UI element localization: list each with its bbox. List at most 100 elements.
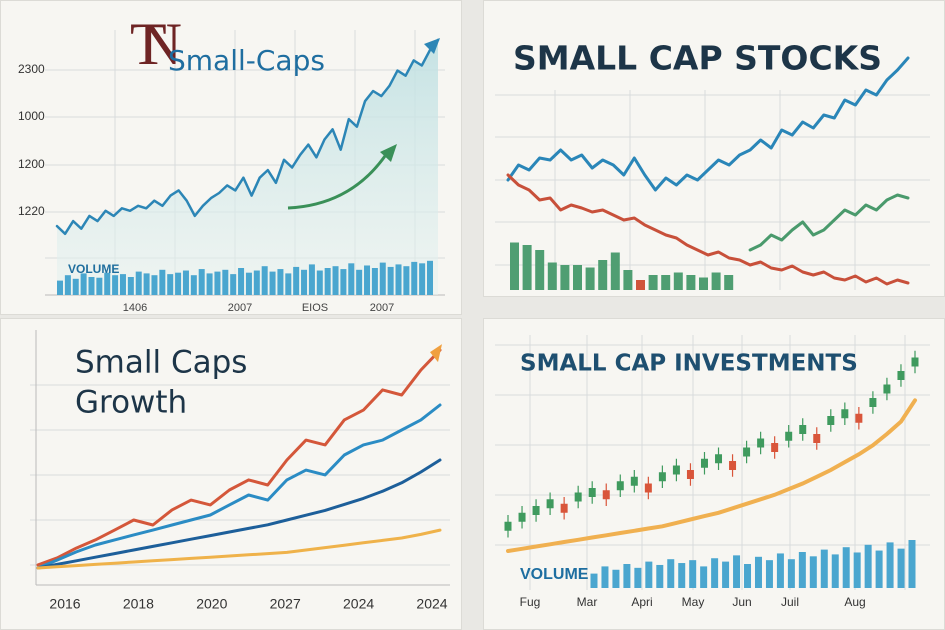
x-tick-label: 2007 bbox=[370, 302, 394, 314]
candle-body bbox=[729, 461, 737, 470]
bar bbox=[510, 242, 519, 290]
volume-bar bbox=[190, 275, 197, 295]
volume-bar bbox=[403, 266, 410, 295]
bar bbox=[585, 267, 595, 290]
y-tick-label: 1200 bbox=[18, 157, 45, 171]
volume-bar bbox=[222, 269, 229, 295]
x-tick-label: Aug bbox=[844, 595, 865, 609]
candle-body bbox=[869, 398, 877, 407]
candle-body bbox=[799, 425, 807, 434]
bar bbox=[573, 265, 582, 290]
x-tick-label: Fug bbox=[520, 595, 541, 609]
volume-bar bbox=[277, 269, 284, 295]
volume-bar bbox=[261, 266, 268, 295]
volume-bar bbox=[316, 270, 323, 295]
volume-bar bbox=[332, 266, 339, 295]
volume-bar bbox=[395, 264, 402, 295]
volume-bar bbox=[427, 260, 433, 295]
x-tick-label: 2020 bbox=[196, 596, 227, 612]
candle-body bbox=[644, 483, 652, 493]
volume-bar bbox=[722, 561, 730, 588]
volume-bar bbox=[754, 556, 762, 588]
volume-bar bbox=[214, 271, 221, 295]
x-tick-label: Juil bbox=[781, 595, 799, 609]
candle-body bbox=[532, 506, 540, 515]
volume-bar bbox=[57, 280, 63, 295]
x-tick-label: Jun bbox=[732, 595, 751, 609]
volume-bar bbox=[853, 552, 861, 588]
chart-title: SMALL CAP INVESTMENTS bbox=[520, 351, 858, 377]
volume-bar bbox=[238, 268, 245, 295]
volume-bar bbox=[623, 564, 631, 588]
chart-title: SMALL CAP STOCKS bbox=[513, 39, 882, 78]
volume-label: VOLUME bbox=[68, 262, 119, 276]
volume-bar bbox=[285, 273, 292, 295]
arrowhead bbox=[430, 344, 442, 363]
candle-body bbox=[700, 458, 708, 468]
volume-bar bbox=[831, 554, 839, 588]
candle-body bbox=[630, 476, 638, 486]
volume-bar bbox=[787, 559, 795, 588]
bar bbox=[673, 272, 683, 290]
volume-bar bbox=[230, 274, 237, 295]
volume-bar bbox=[245, 272, 252, 295]
candle-body bbox=[518, 512, 526, 522]
volume-bar bbox=[112, 275, 119, 295]
volume-bar bbox=[864, 544, 872, 588]
x-tick-label: Apri bbox=[631, 595, 652, 609]
volume-bar bbox=[167, 274, 174, 295]
volume-bar bbox=[809, 556, 817, 588]
x-tick-label: 2024 bbox=[343, 596, 374, 612]
x-tick-label: 2027 bbox=[270, 596, 301, 612]
candle-body bbox=[897, 371, 905, 380]
volume-bar bbox=[700, 566, 708, 588]
candle-body bbox=[602, 490, 610, 500]
candle-body bbox=[658, 472, 666, 482]
candle-body bbox=[715, 454, 723, 464]
panel bbox=[0, 318, 462, 630]
volume-bar bbox=[387, 266, 394, 295]
volume-bar bbox=[886, 542, 894, 588]
chart-title: Small Caps bbox=[75, 345, 247, 381]
bar bbox=[560, 265, 570, 290]
bar bbox=[598, 260, 608, 290]
volume-bar bbox=[175, 272, 182, 295]
x-tick-label: 2018 bbox=[123, 596, 154, 612]
bar bbox=[535, 250, 545, 290]
volume-bar bbox=[820, 549, 828, 588]
line bbox=[506, 56, 910, 192]
volume-bar bbox=[348, 263, 355, 295]
volume-bar bbox=[301, 269, 308, 295]
candle-body bbox=[686, 470, 694, 479]
bar bbox=[636, 280, 645, 290]
candle-body bbox=[616, 481, 624, 491]
candle-body bbox=[504, 521, 512, 531]
volume-bar bbox=[776, 553, 784, 588]
line bbox=[36, 403, 442, 570]
volume-bar bbox=[96, 277, 103, 295]
volume-bar bbox=[119, 274, 126, 295]
volume-bar bbox=[411, 261, 418, 295]
volume-bar bbox=[151, 275, 158, 295]
y-tick-label: 1220 bbox=[18, 204, 45, 218]
candle-body bbox=[785, 431, 793, 441]
volume-bar bbox=[634, 567, 642, 588]
candle-body bbox=[574, 492, 582, 502]
volume-bar bbox=[897, 548, 905, 588]
line bbox=[748, 193, 910, 252]
bar bbox=[623, 270, 633, 290]
volume-bar bbox=[143, 273, 150, 295]
volume-bar bbox=[182, 270, 189, 295]
candle-body bbox=[588, 488, 596, 497]
volume-bar bbox=[72, 278, 79, 295]
trend-line bbox=[506, 398, 917, 553]
y-tick-label: 2300 bbox=[18, 62, 45, 76]
volume-bar bbox=[689, 560, 697, 588]
volume-bar bbox=[656, 564, 664, 588]
bar bbox=[724, 275, 734, 290]
candle-body bbox=[883, 384, 891, 394]
bar bbox=[686, 275, 696, 290]
volume-bar bbox=[590, 573, 598, 588]
